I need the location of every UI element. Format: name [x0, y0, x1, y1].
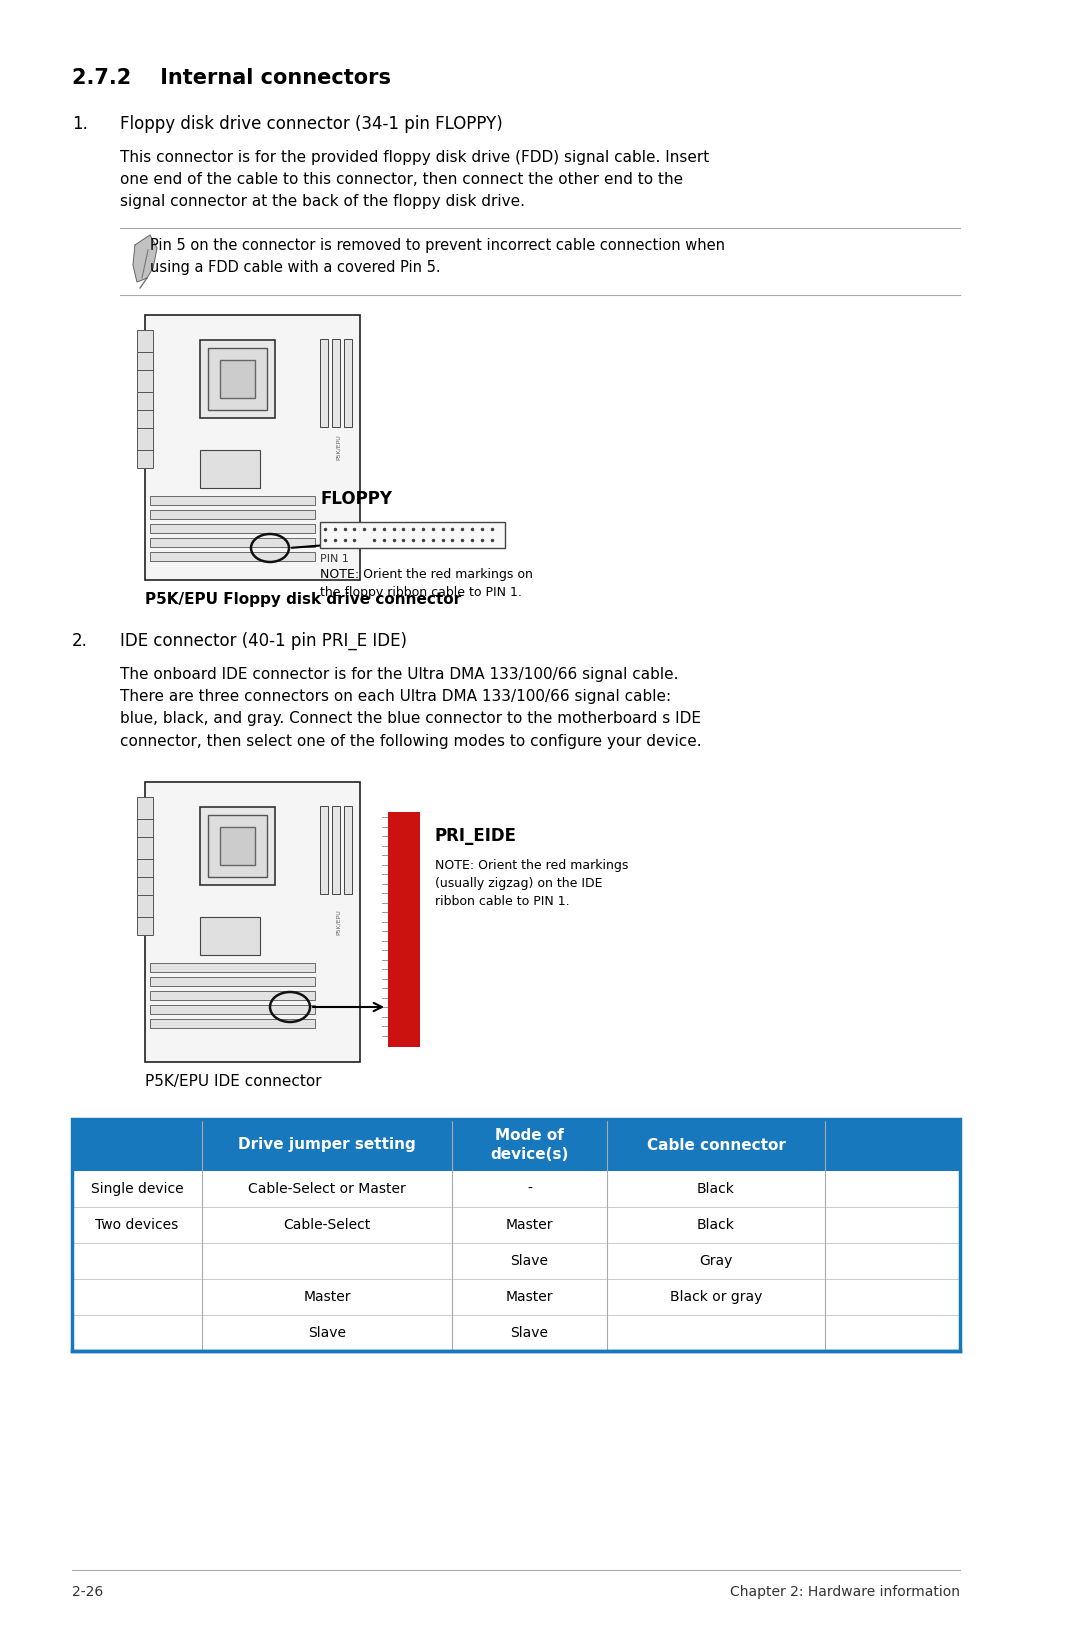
Text: P5K/EPU: P5K/EPU — [336, 434, 340, 460]
Text: Gray: Gray — [700, 1254, 732, 1267]
Bar — [320, 338, 328, 426]
Text: The onboard IDE connector is for the Ultra DMA 133/100/66 signal cable.
There ar: The onboard IDE connector is for the Ult… — [120, 667, 702, 748]
Text: PIN 1: PIN 1 — [320, 555, 349, 565]
Text: NOTE: Orient the red markings
(usually zigzag) on the IDE
ribbon cable to PIN 1.: NOTE: Orient the red markings (usually z… — [435, 859, 629, 908]
Text: Two devices: Two devices — [95, 1219, 178, 1232]
Bar — [150, 991, 315, 1001]
Text: Slave: Slave — [511, 1254, 549, 1267]
Bar — [137, 818, 153, 836]
Text: Single device: Single device — [91, 1181, 184, 1196]
Text: NOTE: Orient the red markings on
the floppy ribbon cable to PIN 1.: NOTE: Orient the red markings on the flo… — [320, 568, 532, 599]
Bar — [137, 918, 153, 936]
Text: Black: Black — [697, 1181, 734, 1196]
Bar — [208, 348, 267, 410]
Bar — [137, 895, 153, 918]
Bar — [150, 496, 315, 504]
Text: P5K/EPU Floppy disk drive connector: P5K/EPU Floppy disk drive connector — [145, 592, 461, 607]
Bar — [72, 1119, 960, 1350]
Text: Cable connector: Cable connector — [647, 1137, 785, 1152]
Text: Cable-Select or Master: Cable-Select or Master — [248, 1181, 406, 1196]
Text: Slave: Slave — [511, 1326, 549, 1341]
Bar — [137, 351, 153, 369]
Text: Pin 5 on the connector is removed to prevent incorrect cable connection when
usi: Pin 5 on the connector is removed to pre… — [150, 238, 725, 275]
Text: Black or gray: Black or gray — [670, 1290, 762, 1303]
Bar — [137, 797, 153, 818]
Text: Master: Master — [505, 1290, 553, 1303]
Text: 1.: 1. — [72, 116, 87, 133]
Text: Mode of
device(s): Mode of device(s) — [490, 1128, 569, 1162]
Bar — [150, 524, 315, 534]
Bar — [200, 340, 275, 418]
Bar — [388, 812, 420, 1048]
Bar — [332, 805, 340, 893]
Bar — [137, 369, 153, 392]
Bar — [320, 522, 505, 548]
Text: Black: Black — [697, 1219, 734, 1232]
Bar — [200, 451, 260, 488]
Bar — [208, 815, 267, 877]
Text: Slave: Slave — [308, 1326, 346, 1341]
Text: 2.7.2    Internal connectors: 2.7.2 Internal connectors — [72, 68, 391, 88]
Bar — [200, 918, 260, 955]
Text: P5K/EPU: P5K/EPU — [336, 909, 340, 936]
Bar — [137, 330, 153, 351]
Bar — [150, 963, 315, 971]
Bar — [72, 1279, 960, 1315]
Text: This connector is for the provided floppy disk drive (FDD) signal cable. Insert
: This connector is for the provided flopp… — [120, 150, 710, 210]
Bar — [150, 552, 315, 561]
Bar — [150, 509, 315, 519]
Bar — [72, 1171, 960, 1207]
Text: 2.: 2. — [72, 631, 87, 651]
Bar — [150, 1019, 315, 1028]
Text: Cable-Select: Cable-Select — [283, 1219, 370, 1232]
Bar — [332, 338, 340, 426]
Bar — [150, 976, 315, 986]
Bar — [137, 410, 153, 428]
Text: FLOPPY: FLOPPY — [320, 490, 392, 508]
Bar — [72, 1119, 960, 1171]
Bar — [220, 827, 255, 866]
Bar — [72, 1315, 960, 1350]
Bar — [145, 783, 360, 1062]
Text: Master: Master — [505, 1219, 553, 1232]
Text: Master: Master — [303, 1290, 351, 1303]
Text: IDE connector (40-1 pin PRI_E IDE): IDE connector (40-1 pin PRI_E IDE) — [120, 631, 407, 651]
Bar — [72, 1243, 960, 1279]
Bar — [145, 316, 360, 579]
Text: PRI_EIDE: PRI_EIDE — [435, 827, 517, 844]
Bar — [200, 807, 275, 885]
Bar — [137, 392, 153, 410]
Bar — [150, 1005, 315, 1014]
Text: 2-26: 2-26 — [72, 1585, 104, 1599]
Text: Floppy disk drive connector (34-1 pin FLOPPY): Floppy disk drive connector (34-1 pin FL… — [120, 116, 503, 133]
Bar — [137, 451, 153, 469]
Bar — [137, 877, 153, 895]
Text: Chapter 2: Hardware information: Chapter 2: Hardware information — [730, 1585, 960, 1599]
Bar — [220, 360, 255, 399]
Bar — [72, 1207, 960, 1243]
Bar — [150, 539, 315, 547]
Text: Drive jumper setting: Drive jumper setting — [238, 1137, 416, 1152]
Text: P5K/EPU IDE connector: P5K/EPU IDE connector — [145, 1074, 322, 1088]
Bar — [137, 836, 153, 859]
Polygon shape — [133, 234, 157, 281]
Bar — [320, 805, 328, 893]
Text: -: - — [527, 1181, 532, 1196]
Bar — [345, 338, 352, 426]
Bar — [137, 428, 153, 451]
Bar — [345, 805, 352, 893]
Bar — [137, 859, 153, 877]
